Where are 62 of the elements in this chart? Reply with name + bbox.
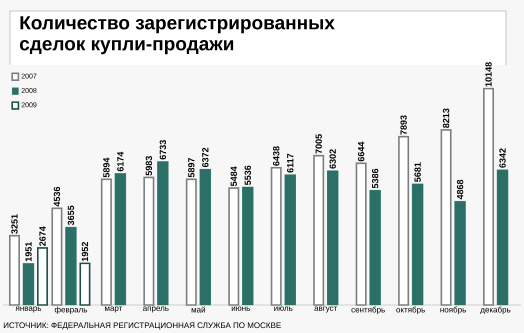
- bar: [313, 154, 324, 306]
- data-label: 5894: [103, 158, 110, 178]
- data-label: 6438: [273, 146, 280, 166]
- bar: [143, 176, 154, 306]
- x-tick-label: февраль: [54, 306, 88, 314]
- bar: [440, 129, 452, 306]
- bar: [157, 161, 169, 306]
- bar: [228, 187, 240, 306]
- bar: [369, 190, 381, 306]
- data-label: 2674: [39, 226, 46, 246]
- bar: [242, 186, 254, 306]
- data-label: 6174: [117, 152, 124, 172]
- data-label: 6117: [287, 154, 294, 173]
- data-label: 6302: [330, 149, 336, 169]
- x-tick-label: август: [314, 306, 338, 312]
- bar: [114, 173, 126, 306]
- data-label: 6342: [499, 148, 506, 168]
- data-label: 5983: [146, 156, 152, 176]
- data-label: 5681: [414, 162, 421, 182]
- x-tick-label: апрель: [143, 306, 169, 312]
- bar: [356, 162, 367, 306]
- data-label: 5536: [244, 166, 251, 185]
- data-label: 7005: [315, 134, 322, 154]
- data-label: 3655: [68, 206, 74, 226]
- x-tick-label: декабрь: [480, 306, 510, 314]
- data-label: 6733: [160, 140, 166, 160]
- bar: [454, 201, 466, 306]
- x-tick-label: сентябрь: [351, 306, 385, 314]
- data-label: 1952: [82, 242, 88, 262]
- x-tick-label: январь: [16, 306, 42, 312]
- x-tick-label: май: [192, 306, 205, 313]
- bar: [79, 262, 90, 306]
- data-label: 6644: [358, 142, 364, 162]
- bar: [200, 168, 212, 306]
- data-label: 3251: [11, 214, 18, 234]
- bar: [100, 178, 112, 306]
- data-label: 4868: [456, 180, 464, 200]
- bar: [483, 88, 494, 306]
- x-tick-label: ноябрь: [440, 306, 466, 314]
- bar: [284, 174, 296, 306]
- data-label: 5897: [188, 158, 194, 178]
- data-label: 6372: [202, 148, 209, 168]
- x-tick-label: июнь: [232, 306, 250, 311]
- chart-title: Количество зарегистрированных сделок купли-продажи: [20, 16, 335, 54]
- data-label: 5386: [372, 168, 378, 188]
- data-label: 5484: [230, 166, 237, 186]
- bar: [186, 178, 197, 306]
- text: ИСТОЧНИК: ФЕДЕРАЛЬНАЯ РЕГИСТРАЦИОННАЯ СЛУЖБА ПО МОСКВЕ: [4, 322, 281, 330]
- bar: [270, 166, 282, 306]
- data-label: 8213: [442, 108, 450, 128]
- data-label: 4536: [54, 186, 60, 206]
- bar: [37, 247, 48, 306]
- bar: [398, 136, 410, 306]
- data-label: 10148: [485, 62, 492, 86]
- x-tick-label: март: [105, 306, 122, 312]
- bar: [412, 184, 424, 306]
- data-label: 1951: [25, 242, 32, 262]
- x-tick-label: октябрь: [396, 306, 425, 314]
- data-label: 7893: [400, 115, 407, 135]
- bar: [327, 170, 338, 306]
- x-tick-label: июль: [274, 306, 292, 311]
- bar: [496, 170, 508, 306]
